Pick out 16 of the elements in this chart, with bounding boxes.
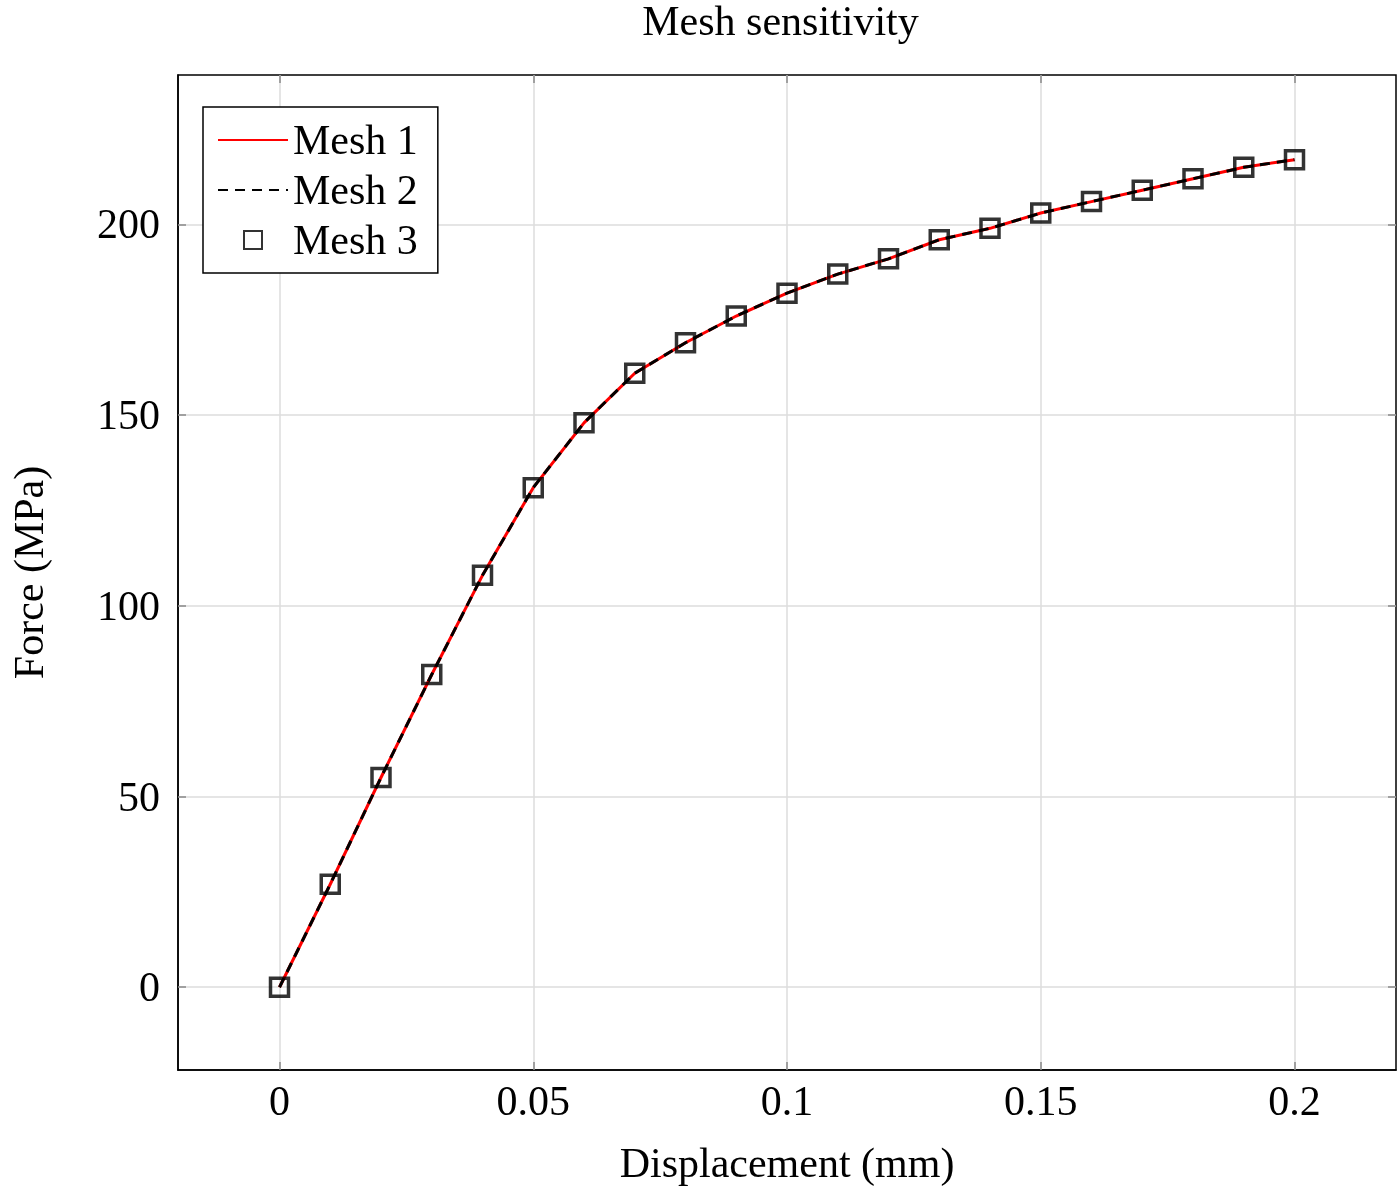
x-tick-label: 0.1 [760,1078,814,1124]
x-tick-label: 0.2 [1268,1078,1321,1124]
x-tick-label: 0.05 [496,1078,570,1124]
x-tick-label: 0 [269,1078,290,1124]
y-tick-label: 100 [97,582,160,629]
y-tick-label: 50 [118,773,160,820]
y-tick-label: 0 [139,964,160,1011]
legend-label: Mesh 1 [293,117,418,163]
x-tick-label: 0.15 [1004,1078,1078,1124]
y-tick-label: 200 [97,201,160,248]
x-axis-title: Displacement (mm) [619,1140,955,1187]
legend-label: Mesh 2 [293,167,418,213]
chart-title: Mesh sensitivity [642,0,919,44]
y-tick-label: 150 [97,392,160,439]
legend-label: Mesh 3 [293,217,418,263]
y-axis-title: Force (MPa) [6,465,53,680]
